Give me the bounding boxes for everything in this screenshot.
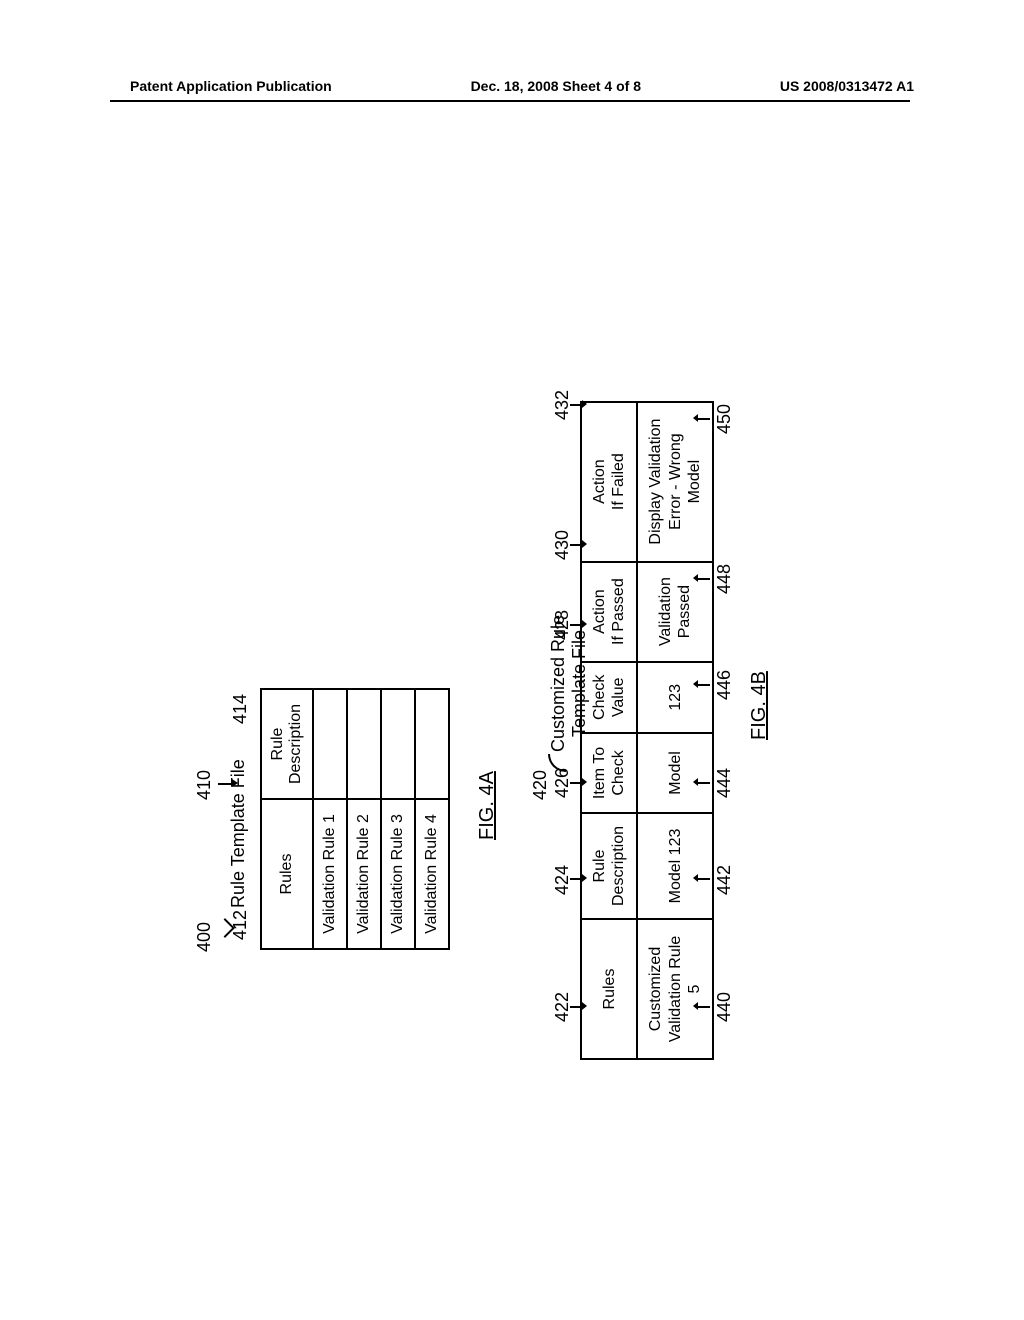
ref-400: 400 bbox=[194, 922, 215, 952]
cell-rule: Validation Rule 4 bbox=[415, 799, 449, 949]
cell-desc bbox=[415, 689, 449, 799]
cell-failed: Display Validation Error - Wrong Model bbox=[637, 402, 713, 562]
col-check: Check Value bbox=[581, 662, 637, 733]
ref-450: 450 bbox=[714, 404, 735, 434]
tick-icon bbox=[698, 782, 710, 784]
tick-icon bbox=[570, 404, 582, 406]
table-row: Validation Rule 2 bbox=[347, 689, 381, 949]
ref-414: 414 bbox=[230, 694, 251, 724]
cell-rule: Validation Rule 2 bbox=[347, 799, 381, 949]
cell-check: 123 bbox=[637, 662, 713, 733]
fig4a-title: Rule Template File bbox=[228, 759, 249, 908]
cell-rules: Customized Validation Rule 5 bbox=[637, 919, 713, 1059]
tick-icon bbox=[570, 878, 582, 880]
col-rules: Rules bbox=[261, 799, 313, 949]
ref-440: 440 bbox=[714, 992, 735, 1022]
fig4b-caption: FIG. 4B bbox=[748, 671, 771, 740]
fig4a: 400 410 412 414 Rule Template File Rules… bbox=[260, 688, 450, 950]
tick-icon bbox=[698, 1006, 710, 1008]
header-rule bbox=[110, 100, 910, 102]
tick-icon bbox=[698, 418, 710, 420]
tick-icon bbox=[698, 684, 710, 686]
table-row: Customized Validation Rule 5 Model 123 M… bbox=[637, 402, 713, 1059]
tick-icon bbox=[570, 544, 582, 546]
table-row: Validation Rule 1 bbox=[313, 689, 347, 949]
col-desc: Rule Description bbox=[261, 689, 313, 799]
col-item: Item To Check bbox=[581, 733, 637, 813]
cell-desc bbox=[347, 689, 381, 799]
fig4a-table: Rules Rule Description Validation Rule 1… bbox=[260, 688, 450, 950]
cell-rule: Validation Rule 3 bbox=[381, 799, 415, 949]
diagram-area: 400 410 412 414 Rule Template File Rules… bbox=[90, 180, 1024, 1000]
header-right: US 2008/0313472 A1 bbox=[780, 78, 914, 94]
table-header-row: Rules Rule Description Item To Check Che… bbox=[581, 402, 637, 1059]
header-center: Dec. 18, 2008 Sheet 4 of 8 bbox=[471, 78, 641, 94]
cell-desc bbox=[381, 689, 415, 799]
fig4b: 420 Customized Rule Template File 422 42… bbox=[580, 401, 714, 1060]
header-left: Patent Application Publication bbox=[130, 78, 332, 94]
ref-442: 442 bbox=[714, 865, 735, 895]
tick-icon bbox=[698, 878, 710, 880]
cell-desc: Model 123 bbox=[637, 813, 713, 919]
ref-410: 410 bbox=[194, 770, 215, 800]
col-failed: Action If Failed bbox=[581, 402, 637, 562]
cell-item: Model bbox=[637, 733, 713, 813]
tick-icon bbox=[570, 782, 582, 784]
ref-412: 412 bbox=[230, 910, 251, 940]
cell-desc bbox=[313, 689, 347, 799]
ref-446: 446 bbox=[714, 670, 735, 700]
tick-icon bbox=[570, 1006, 582, 1008]
table-row: Validation Rule 3 bbox=[381, 689, 415, 949]
page-header: Patent Application Publication Dec. 18, … bbox=[0, 78, 1024, 94]
col-rules: Rules bbox=[581, 919, 637, 1059]
table-header-row: Rules Rule Description bbox=[261, 689, 313, 949]
table-row: Validation Rule 4 bbox=[415, 689, 449, 949]
cell-passed: Validation Passed bbox=[637, 562, 713, 662]
ref-420: 420 bbox=[530, 770, 551, 800]
tick-icon bbox=[570, 624, 582, 626]
fig4b-table: Rules Rule Description Item To Check Che… bbox=[580, 401, 714, 1060]
ref-444: 444 bbox=[714, 768, 735, 798]
col-passed: Action If Passed bbox=[581, 562, 637, 662]
ref-448: 448 bbox=[714, 564, 735, 594]
cell-rule: Validation Rule 1 bbox=[313, 799, 347, 949]
fig4a-caption: FIG. 4A bbox=[476, 771, 499, 840]
col-desc: Rule Description bbox=[581, 813, 637, 919]
tick-icon bbox=[698, 578, 710, 580]
